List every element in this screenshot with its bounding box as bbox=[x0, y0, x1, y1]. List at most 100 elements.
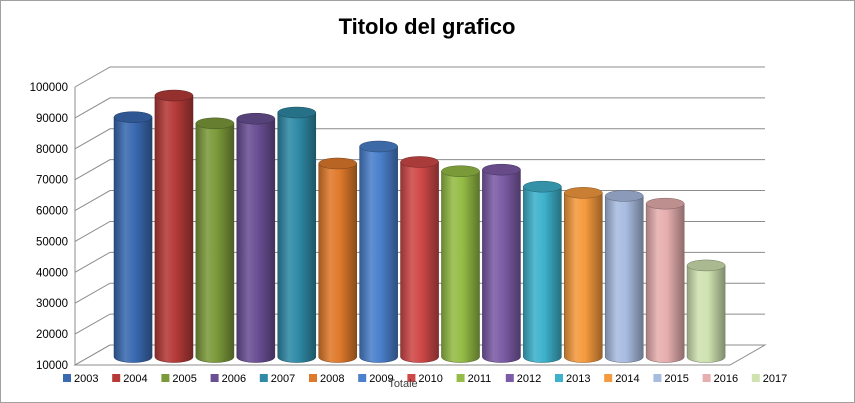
y-tick-label: 10000 bbox=[36, 360, 68, 372]
bar-2010 bbox=[400, 156, 439, 363]
bar-top bbox=[686, 259, 726, 272]
y-tick-label: 50000 bbox=[36, 236, 68, 248]
bar-body bbox=[236, 118, 276, 363]
bar-body bbox=[277, 112, 317, 363]
legend-label: 2012 bbox=[517, 373, 541, 385]
bar-body bbox=[441, 170, 480, 363]
legend-item: 2010 bbox=[407, 373, 443, 385]
bar-body bbox=[318, 163, 357, 363]
y-tick-label: 70000 bbox=[36, 175, 68, 187]
bar-body bbox=[195, 123, 235, 363]
legend-swatch bbox=[112, 374, 121, 382]
legend-item: 2007 bbox=[259, 373, 295, 385]
legend-label: 2009 bbox=[369, 373, 393, 385]
legend-swatch bbox=[63, 374, 71, 382]
legend-label: 2013 bbox=[566, 373, 590, 385]
bar-top bbox=[277, 106, 317, 119]
legend-item: 2012 bbox=[505, 373, 541, 385]
legend-label: 2006 bbox=[222, 373, 246, 385]
legend-swatch bbox=[702, 374, 711, 382]
legend-swatch bbox=[407, 374, 416, 382]
bar-top bbox=[154, 89, 194, 102]
gridline bbox=[74, 159, 765, 181]
bar-2017 bbox=[686, 259, 726, 363]
y-tick-label: 80000 bbox=[36, 144, 68, 156]
y-tick-label: 20000 bbox=[36, 329, 68, 341]
legend-swatch bbox=[161, 374, 170, 382]
bar-2006 bbox=[236, 112, 276, 363]
bar-top bbox=[645, 197, 685, 210]
legend-swatch bbox=[210, 374, 219, 382]
x-axis-label: Totale bbox=[388, 378, 417, 390]
legend-swatch bbox=[653, 374, 662, 382]
legend-label: 2015 bbox=[664, 373, 688, 385]
bar-2013 bbox=[523, 180, 562, 363]
legend: 2003 2004 2005 2006 2007 2008 2009 2010 2011 2012… bbox=[63, 373, 787, 385]
bars bbox=[113, 89, 726, 363]
legend-swatch bbox=[555, 374, 563, 382]
bar-body bbox=[604, 195, 644, 363]
bar-top bbox=[195, 117, 235, 130]
legend-label: 2005 bbox=[172, 373, 196, 385]
bar-top bbox=[318, 157, 357, 170]
legend-label: 2003 bbox=[74, 373, 98, 385]
bar-top bbox=[564, 187, 603, 199]
bar-top bbox=[236, 112, 276, 125]
bar-2004 bbox=[154, 89, 194, 363]
bar-2015 bbox=[604, 190, 644, 363]
legend-item: 2009 bbox=[358, 373, 394, 385]
bar-top bbox=[523, 180, 562, 193]
legend-item: 2004 bbox=[112, 373, 148, 385]
chart-title: Titolo del grafico bbox=[339, 14, 516, 39]
legend-item: 2011 bbox=[456, 373, 491, 385]
bar-top bbox=[359, 140, 398, 153]
bar-2007 bbox=[277, 106, 317, 363]
bar-body bbox=[564, 192, 603, 363]
legend-label: 2014 bbox=[615, 373, 639, 385]
legend-item: 2014 bbox=[604, 373, 640, 385]
legend-label: 2016 bbox=[714, 373, 738, 385]
legend-swatch bbox=[259, 374, 268, 382]
bar-2012 bbox=[482, 163, 521, 363]
bar-body bbox=[686, 265, 726, 363]
y-axis: 10000 20000 30000 40000 50000 60000 70000 80000… bbox=[30, 82, 68, 372]
legend-label: 2017 bbox=[763, 373, 787, 385]
legend-item: 2015 bbox=[653, 373, 689, 385]
bar-body bbox=[523, 186, 562, 363]
legend-item: 2013 bbox=[555, 373, 590, 385]
y-tick-label: 40000 bbox=[36, 267, 68, 279]
bar-body bbox=[154, 95, 194, 363]
legend-item: 2016 bbox=[702, 373, 738, 385]
bar-body bbox=[482, 169, 521, 363]
legend-swatch bbox=[604, 374, 613, 382]
gridline bbox=[74, 128, 765, 150]
legend-item: 2006 bbox=[210, 373, 246, 385]
bar-top bbox=[441, 165, 480, 177]
legend-item: 2005 bbox=[161, 373, 197, 385]
bar-top bbox=[113, 111, 153, 123]
bar-2009 bbox=[359, 140, 398, 363]
legend-label: 2004 bbox=[123, 373, 147, 385]
bar-2003 bbox=[113, 111, 153, 363]
gridline bbox=[74, 66, 765, 88]
legend-item: 2008 bbox=[309, 373, 344, 385]
y-tick-label: 30000 bbox=[36, 298, 68, 310]
bar-2014 bbox=[564, 187, 603, 363]
legend-label: 2010 bbox=[418, 373, 442, 385]
legend-label: 2007 bbox=[271, 373, 295, 385]
legend-swatch bbox=[309, 374, 317, 382]
bar-body bbox=[400, 161, 439, 363]
legend-label: 2008 bbox=[320, 373, 344, 385]
legend-item: 2017 bbox=[751, 373, 787, 385]
legend-swatch bbox=[751, 374, 760, 382]
bar-top bbox=[400, 156, 439, 168]
legend-item: 2003 bbox=[63, 373, 98, 385]
bar-body bbox=[359, 146, 398, 363]
legend-swatch bbox=[456, 374, 465, 382]
y-tick-label: 90000 bbox=[36, 113, 68, 125]
bar-top bbox=[604, 190, 644, 202]
bar-2008 bbox=[318, 157, 357, 363]
bar-body bbox=[645, 203, 685, 363]
bar-2005 bbox=[195, 117, 235, 363]
